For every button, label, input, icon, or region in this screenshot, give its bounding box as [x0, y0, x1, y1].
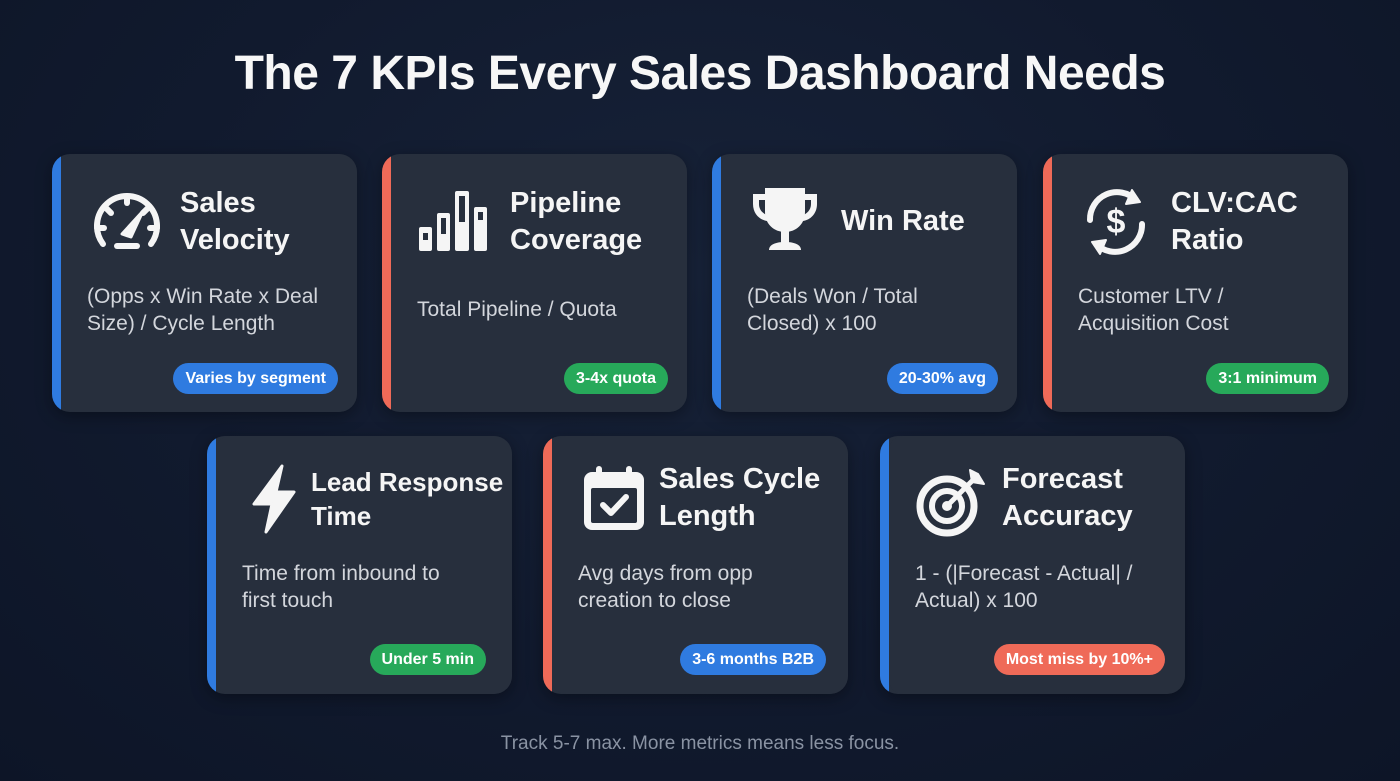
- kpi-title: Sales Cycle: [659, 463, 821, 495]
- kpi-title: Ratio: [1171, 224, 1244, 256]
- kpi-formula: Acquisition Cost: [1078, 312, 1229, 335]
- kpi-title: Velocity: [180, 224, 290, 256]
- lightning-icon: [238, 460, 314, 536]
- kpi-formula: Actual) x 100: [915, 589, 1038, 612]
- benchmark-badge: 3-4x quota: [563, 363, 668, 394]
- kpi-card-clv-cac-ratio: $ CLV:CAC Ratio Customer LTV / Acquisiti…: [1043, 154, 1348, 412]
- kpi-title: Accuracy: [1002, 500, 1133, 532]
- kpi-title: Win Rate: [841, 205, 965, 237]
- dollar-cycle-icon: $: [1078, 184, 1154, 260]
- kpi-title: Time: [311, 501, 372, 531]
- kpi-title: Lead Response: [311, 467, 504, 497]
- benchmark-badge: Most miss by 10%+: [993, 644, 1165, 675]
- svg-text:$: $: [1107, 203, 1126, 241]
- kpi-formula: Size) / Cycle Length: [87, 312, 275, 335]
- speedometer-icon: [89, 186, 165, 262]
- page-title: The 7 KPIs Every Sales Dashboard Needs: [234, 47, 1166, 100]
- kpi-formula: Avg days from opp: [578, 562, 753, 585]
- trophy-icon: [747, 182, 823, 258]
- kpi-formula: Customer LTV /: [1078, 285, 1224, 308]
- benchmark-badge: Under 5 min: [369, 644, 486, 675]
- kpi-card-lead-response-time: Lead Response Time Time from inbound to …: [207, 436, 512, 694]
- kpi-formula: Closed) x 100: [747, 312, 877, 335]
- benchmark-badge: 3-6 months B2B: [680, 644, 826, 675]
- kpi-card-sales-velocity: Sales Velocity (Opps x Win Rate x Deal S…: [52, 154, 357, 412]
- kpi-title: CLV:CAC: [1171, 187, 1298, 219]
- kpi-title: Length: [659, 500, 756, 532]
- kpi-card-sales-cycle-length: Sales Cycle Length Avg days from opp cre…: [543, 436, 848, 694]
- bar-chart-icon: [417, 187, 493, 263]
- footer-note: Track 5-7 max. More metrics means less f…: [500, 733, 900, 754]
- kpi-formula: (Opps x Win Rate x Deal: [87, 285, 319, 308]
- kpi-formula: 1 - (|Forecast - Actual| /: [915, 562, 1133, 585]
- kpi-title: Pipeline: [510, 187, 622, 219]
- calendar-check-icon: [576, 462, 652, 538]
- benchmark-badge: 3:1 minimum: [1206, 363, 1329, 394]
- kpi-formula: first touch: [242, 589, 334, 612]
- benchmark-badge: Varies by segment: [173, 363, 338, 394]
- kpi-title: Coverage: [510, 224, 643, 256]
- kpi-formula: Time from inbound to: [242, 562, 440, 585]
- target-icon: [914, 464, 990, 540]
- kpi-card-pipeline-coverage: Pipeline Coverage Total Pipeline / Quota…: [382, 154, 687, 412]
- kpi-formula: Total Pipeline / Quota: [417, 298, 617, 321]
- kpi-formula: (Deals Won / Total: [747, 285, 918, 308]
- kpi-card-win-rate: Win Rate (Deals Won / Total Closed) x 10…: [712, 154, 1017, 412]
- kpi-title: Forecast: [1002, 463, 1123, 495]
- kpi-card-forecast-accuracy: Forecast Accuracy 1 - (|Forecast - Actua…: [880, 436, 1185, 694]
- kpi-formula: creation to close: [578, 589, 731, 612]
- kpi-title: Sales: [180, 187, 256, 219]
- benchmark-badge: 20-30% avg: [886, 363, 998, 394]
